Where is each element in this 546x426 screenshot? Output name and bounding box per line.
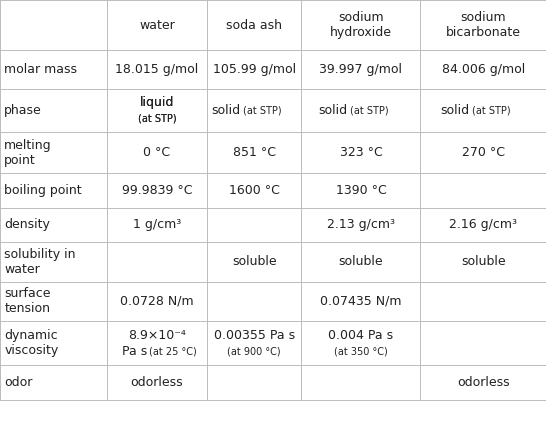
Text: 18.015 g/mol: 18.015 g/mol	[115, 63, 199, 76]
Text: (at 900 °C): (at 900 °C)	[227, 346, 281, 356]
Text: 0.0728 N/m: 0.0728 N/m	[120, 295, 194, 308]
Text: (at 350 °C): (at 350 °C)	[334, 346, 388, 356]
Text: density: density	[4, 219, 50, 231]
Text: 0.00355 Pa s: 0.00355 Pa s	[213, 329, 295, 342]
Text: solid: solid	[441, 104, 470, 117]
Text: 0.004 Pa s: 0.004 Pa s	[328, 329, 394, 342]
Text: 0.07435 N/m: 0.07435 N/m	[320, 295, 402, 308]
Text: soluble: soluble	[461, 255, 506, 268]
Text: liquid: liquid	[140, 96, 174, 109]
Text: (at STP): (at STP)	[472, 106, 511, 115]
Text: solid: solid	[318, 104, 347, 117]
Text: solubility in
water: solubility in water	[4, 248, 76, 276]
Text: odorless: odorless	[130, 376, 183, 389]
Text: 323 °C: 323 °C	[340, 146, 382, 159]
Text: (at STP): (at STP)	[138, 113, 176, 124]
Text: water: water	[139, 19, 175, 32]
Text: 105.99 g/mol: 105.99 g/mol	[212, 63, 296, 76]
Text: 851 °C: 851 °C	[233, 146, 276, 159]
Text: 84.006 g/mol: 84.006 g/mol	[442, 63, 525, 76]
Text: 2.16 g/cm³: 2.16 g/cm³	[449, 219, 517, 231]
Text: (at 25 °C): (at 25 °C)	[149, 346, 197, 356]
Text: surface
tension: surface tension	[4, 288, 51, 315]
Text: 99.9839 °C: 99.9839 °C	[122, 184, 192, 197]
Text: soluble: soluble	[232, 255, 276, 268]
Text: boiling point: boiling point	[4, 184, 82, 197]
Text: phase: phase	[4, 104, 42, 117]
Text: 1 g/cm³: 1 g/cm³	[133, 219, 181, 231]
Text: (at STP): (at STP)	[350, 106, 389, 115]
Text: 1600 °C: 1600 °C	[229, 184, 280, 197]
Text: molar mass: molar mass	[4, 63, 78, 76]
Text: odor: odor	[4, 376, 33, 389]
Text: 2.13 g/cm³: 2.13 g/cm³	[327, 219, 395, 231]
Text: soluble: soluble	[339, 255, 383, 268]
Text: melting
point: melting point	[4, 139, 52, 167]
Text: solid: solid	[211, 104, 240, 117]
Text: soda ash: soda ash	[226, 19, 282, 32]
Text: Pa s: Pa s	[122, 345, 147, 357]
Text: odorless: odorless	[457, 376, 509, 389]
Text: liquid: liquid	[140, 96, 174, 109]
Text: 39.997 g/mol: 39.997 g/mol	[319, 63, 402, 76]
Text: 1390 °C: 1390 °C	[336, 184, 386, 197]
Text: 0 °C: 0 °C	[144, 146, 170, 159]
Text: (at STP): (at STP)	[244, 106, 282, 115]
Text: dynamic
viscosity: dynamic viscosity	[4, 329, 58, 357]
Text: 270 °C: 270 °C	[462, 146, 505, 159]
Text: (at STP): (at STP)	[138, 113, 176, 124]
Text: sodium
hydroxide: sodium hydroxide	[330, 11, 392, 39]
Text: sodium
bicarbonate: sodium bicarbonate	[446, 11, 521, 39]
Text: 8.9×10⁻⁴: 8.9×10⁻⁴	[128, 329, 186, 342]
